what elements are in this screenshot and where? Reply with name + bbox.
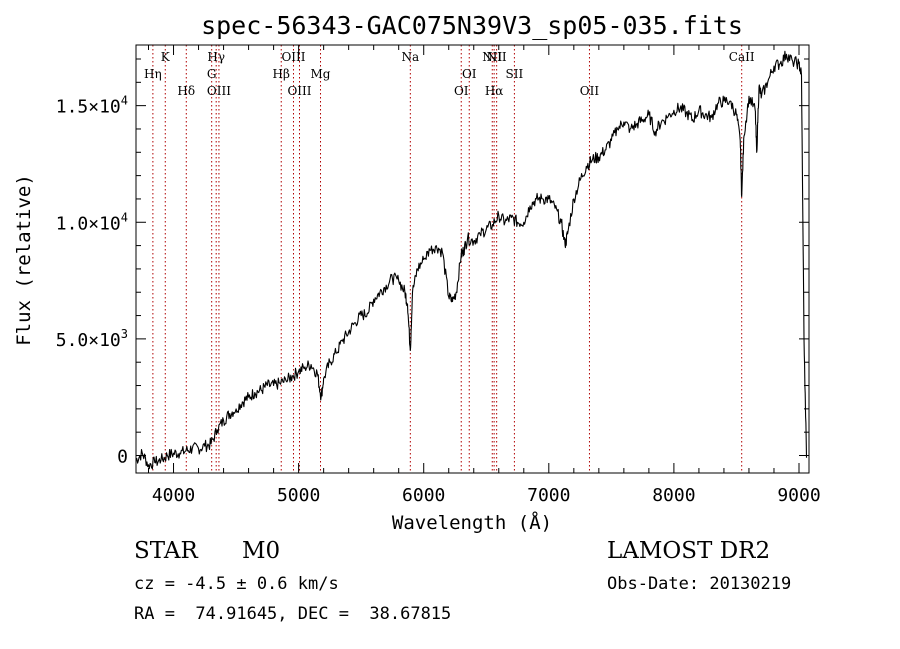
- observation-date: Obs-Date: 20130219: [607, 574, 792, 594]
- x-tick-label-0: 4000: [152, 485, 195, 506]
- survey-name: LAMOST DR2: [607, 538, 771, 564]
- line-label-13: NII: [482, 50, 502, 64]
- line-label-16: SII: [506, 67, 524, 81]
- line-label-0: Hη: [144, 67, 162, 81]
- coordinates-text: RA = 74.91645, DEC = 38.67815: [134, 604, 452, 624]
- line-label-12: OI: [462, 67, 477, 81]
- x-axis-ticks: 4000 5000 6000 7000 8000 9000: [148, 45, 821, 506]
- line-label-4: G: [207, 67, 217, 81]
- object-subclass: M0: [242, 538, 281, 564]
- line-label-11: OI: [454, 84, 469, 98]
- y-axis-ticks: 0 5.0×103 1.0×104 1.5×104: [56, 58, 809, 468]
- x-tick-label-3: 7000: [527, 485, 570, 506]
- redshift-text: cz = -4.5 ± 0.6 km/s: [134, 574, 339, 594]
- y-tick-label-2: 1.0×104: [56, 210, 128, 234]
- line-markers: [152, 45, 743, 473]
- y-axis-label: Flux (relative): [13, 174, 35, 346]
- line-label-6: Hβ: [273, 67, 290, 81]
- y-tick-label-1: 5.0×103: [56, 327, 128, 351]
- line-label-9: Mg: [311, 67, 331, 81]
- x-axis-label: Wavelength (Å): [392, 511, 552, 534]
- line-label-15: NII: [487, 50, 507, 64]
- line-label-8: OIII: [287, 84, 311, 98]
- line-label-5: OIII: [207, 84, 231, 98]
- line-labels: HηKHδHγGOIIIHβOIIIOIIIMgNaOIOINIIHαNIISI…: [144, 50, 755, 98]
- line-label-17: OII: [580, 84, 600, 98]
- spectrum-line: [135, 50, 808, 470]
- line-label-1: K: [161, 50, 171, 64]
- line-label-14: Hα: [485, 84, 504, 98]
- y-tick-label-3: 1.5×104: [56, 94, 128, 118]
- line-label-7: OIII: [281, 50, 305, 64]
- plot-frame: [135, 44, 810, 474]
- x-tick-label-1: 5000: [277, 485, 320, 506]
- line-label-18: CaII: [729, 50, 755, 64]
- line-label-10: Na: [402, 50, 420, 64]
- chart-title: spec-56343-GAC075N39V3_sp05-035.fits: [201, 11, 743, 40]
- x-tick-label-5: 9000: [777, 485, 820, 506]
- object-class: STAR: [134, 538, 198, 564]
- y-tick-label-0: 0: [117, 447, 128, 468]
- line-label-2: Hδ: [177, 84, 195, 98]
- x-tick-label-4: 8000: [652, 485, 695, 506]
- line-label-3: Hγ: [207, 50, 225, 64]
- x-tick-label-2: 6000: [402, 485, 445, 506]
